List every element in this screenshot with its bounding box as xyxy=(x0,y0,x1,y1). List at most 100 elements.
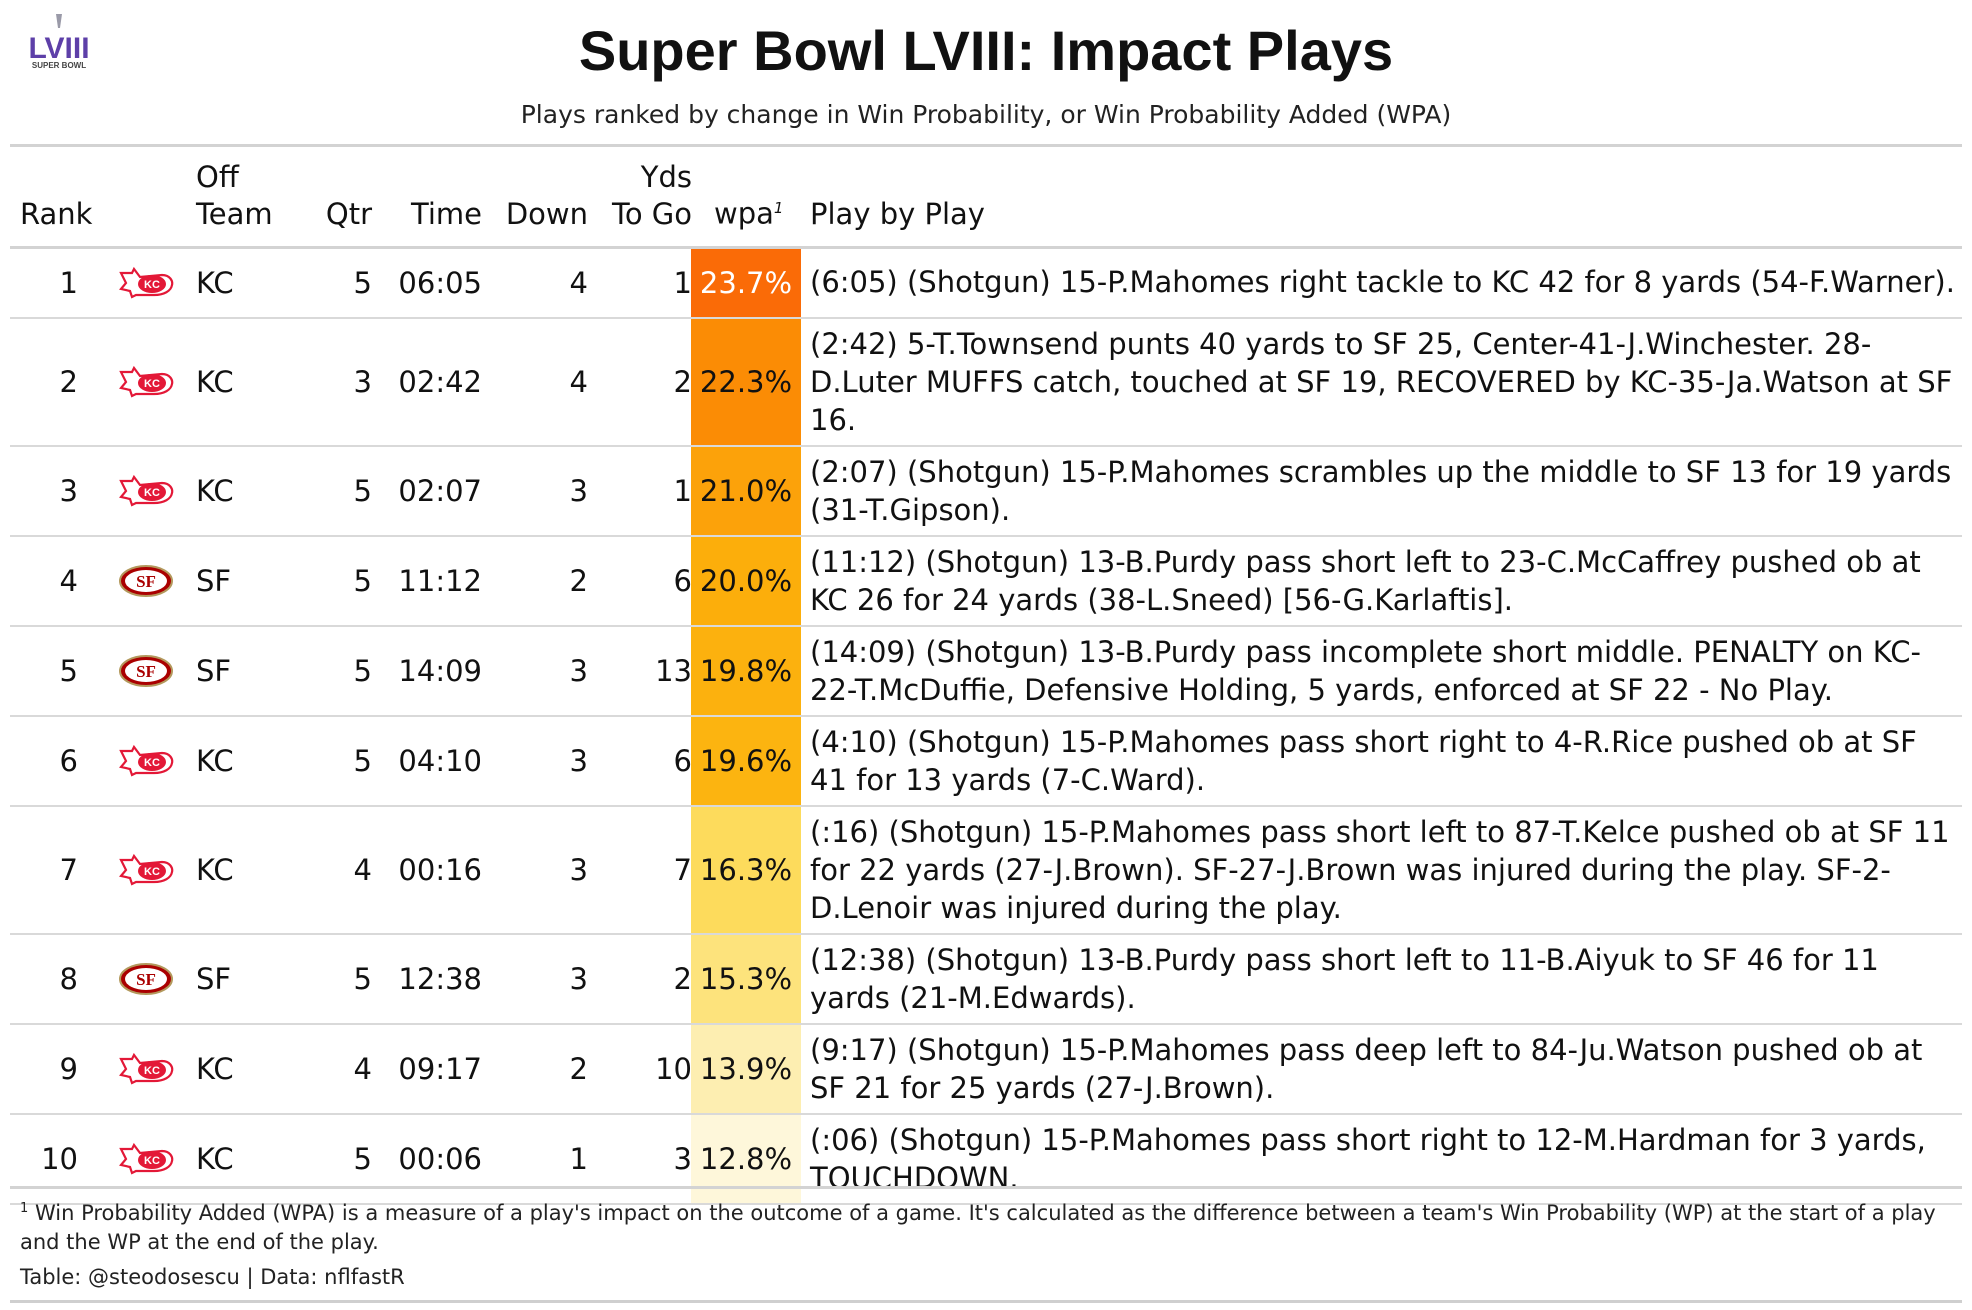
play-by-play-cell: (2:42) 5-T.Townsend punts 40 yards to SF… xyxy=(810,327,1953,437)
play-by-play-cell: (4:10) (Shotgun) 15-P.Mahomes pass short… xyxy=(810,725,1917,797)
yds-to-go-cell: 10 xyxy=(655,1052,692,1086)
wpa-cell: 15.3% xyxy=(691,935,801,1023)
source-note: Table: @steodosescu | Data: nflfastR xyxy=(20,1265,405,1289)
play-by-play-cell: (6:05) (Shotgun) 15-P.Mahomes right tack… xyxy=(810,265,1955,299)
yds-to-go-cell: 7 xyxy=(673,853,692,887)
wpa-cell: 12.8% xyxy=(691,1115,801,1203)
yds-to-go-cell: 6 xyxy=(673,564,692,598)
rank-cell: 8 xyxy=(59,962,78,996)
wpa-cell: 16.3% xyxy=(691,807,801,933)
header-off-team: Off Team xyxy=(196,160,273,231)
rank-cell: 4 xyxy=(59,564,78,598)
play-by-play-cell: (11:12) (Shotgun) 13-B.Purdy pass short … xyxy=(810,545,1921,617)
team-logo-cell: KC xyxy=(118,249,178,317)
yds-to-go-cell: 2 xyxy=(673,962,692,996)
table-row: 6 KC KC 5 04:10 3 6 19.6% (4:10) (Shotgun) 15-P.… xyxy=(10,717,1962,807)
page-subtitle: Plays ranked by change in Win Probabilit… xyxy=(520,100,1452,129)
play-by-play-cell: (:16) (Shotgun) 15-P.Mahomes pass short … xyxy=(810,815,1950,925)
down-cell: 4 xyxy=(569,365,588,399)
rank-cell: 7 xyxy=(59,853,78,887)
qtr-cell: 4 xyxy=(353,853,372,887)
team-logo-cell: KC xyxy=(118,319,178,445)
column-header-row: Rank Off Team Qtr Time Down Yds To Go wpa1… xyxy=(10,147,1962,247)
team-logo-cell: KC xyxy=(118,1115,178,1203)
svg-text:KC: KC xyxy=(144,1155,160,1167)
qtr-cell: 5 xyxy=(353,1142,372,1176)
wpa-cell: 23.7% xyxy=(691,249,801,317)
time-cell: 11:12 xyxy=(398,564,482,598)
svg-text:KC: KC xyxy=(144,487,160,499)
chiefs-logo-icon: KC xyxy=(118,365,174,398)
yds-to-go-cell: 1 xyxy=(673,474,692,508)
qtr-cell: 5 xyxy=(353,564,372,598)
time-cell: 02:42 xyxy=(398,365,482,399)
wpa-cell: 22.3% xyxy=(691,319,801,445)
team-cell: SF xyxy=(196,654,232,688)
team-logo-cell: KC xyxy=(118,717,178,805)
chiefs-logo-icon: KC xyxy=(118,1142,174,1175)
49ers-logo-icon: SF xyxy=(119,963,173,995)
rank-cell: 5 xyxy=(59,654,78,688)
play-by-play-cell: (12:38) (Shotgun) 13-B.Purdy pass short … xyxy=(810,943,1879,1015)
rank-cell: 10 xyxy=(41,1142,78,1176)
table-row: 3 KC KC 5 02:07 3 1 21.0% (2:07) (Shotgun) 15-P.… xyxy=(10,447,1962,537)
team-cell: KC xyxy=(196,266,234,300)
rank-cell: 6 xyxy=(59,744,78,778)
svg-text:KC: KC xyxy=(144,1065,160,1077)
team-logo-cell: KC xyxy=(118,1025,178,1113)
chiefs-logo-icon: KC xyxy=(118,474,174,507)
team-logo-cell: KC xyxy=(118,807,178,933)
svg-text:KC: KC xyxy=(144,279,160,291)
header-yds-to-go: Yds To Go xyxy=(612,160,692,231)
49ers-logo-icon: SF xyxy=(119,655,173,687)
table-row: 2 KC KC 3 02:42 4 2 22.3% (2:42) 5-T.Townsend pu… xyxy=(10,319,1962,447)
time-cell: 00:06 xyxy=(398,1142,482,1176)
super-bowl-logo-icon: LVIII SUPER BOWL xyxy=(28,14,90,70)
team-cell: KC xyxy=(196,474,234,508)
team-logo-cell: SF xyxy=(118,935,178,1023)
chiefs-logo-icon: KC xyxy=(118,853,174,886)
time-cell: 04:10 xyxy=(398,744,482,778)
qtr-cell: 5 xyxy=(353,266,372,300)
rank-cell: 9 xyxy=(59,1052,78,1086)
team-cell: KC xyxy=(196,1052,234,1086)
time-cell: 02:07 xyxy=(398,474,482,508)
play-by-play-cell: (2:07) (Shotgun) 15-P.Mahomes scrambles … xyxy=(810,455,1952,527)
table-body: 1 KC KC 5 06:05 4 1 23.7% (6:05) (Shotgun) 15-P.… xyxy=(10,249,1962,1205)
team-cell: SF xyxy=(196,564,232,598)
chiefs-logo-icon: KC xyxy=(118,266,174,299)
chiefs-logo-icon: KC xyxy=(118,744,174,777)
down-cell: 1 xyxy=(569,1142,588,1176)
end-rule xyxy=(10,1300,1962,1303)
down-cell: 3 xyxy=(569,744,588,778)
play-by-play-cell: (14:09) (Shotgun) 13-B.Purdy pass incomp… xyxy=(810,635,1921,707)
header-play-by-play: Play by Play xyxy=(810,197,985,231)
qtr-cell: 5 xyxy=(353,744,372,778)
team-cell: KC xyxy=(196,744,234,778)
header-wpa: wpa1 xyxy=(714,197,784,231)
down-cell: 3 xyxy=(569,474,588,508)
team-logo-cell: KC xyxy=(118,447,178,535)
qtr-cell: 3 xyxy=(353,365,372,399)
svg-text:SF: SF xyxy=(136,970,156,989)
yds-to-go-cell: 3 xyxy=(673,1142,692,1176)
wpa-cell: 21.0% xyxy=(691,447,801,535)
team-logo-cell: SF xyxy=(118,537,178,625)
wpa-cell: 20.0% xyxy=(691,537,801,625)
header-rule xyxy=(10,246,1962,249)
svg-text:KC: KC xyxy=(144,757,160,769)
time-cell: 00:16 xyxy=(398,853,482,887)
team-cell: KC xyxy=(196,365,234,399)
bottom-rule xyxy=(10,1186,1962,1189)
table-row: 5 SF SF 5 14:09 3 13 19.8% (14:09) (Shotgun) 13-… xyxy=(10,627,1962,717)
svg-text:SUPER BOWL: SUPER BOWL xyxy=(32,61,86,70)
down-cell: 2 xyxy=(569,1052,588,1086)
footnote: 1 Win Probability Added (WPA) is a measu… xyxy=(20,1201,1936,1254)
table-row: 4 SF SF 5 11:12 2 6 20.0% (11:12) (Shotgun) 13-B… xyxy=(10,537,1962,627)
yds-to-go-cell: 1 xyxy=(673,266,692,300)
page-title: Super Bowl LVIII: Impact Plays xyxy=(578,19,1394,82)
time-cell: 14:09 xyxy=(398,654,482,688)
svg-text:KC: KC xyxy=(144,866,160,878)
yds-to-go-cell: 6 xyxy=(673,744,692,778)
wpa-cell: 19.6% xyxy=(691,717,801,805)
